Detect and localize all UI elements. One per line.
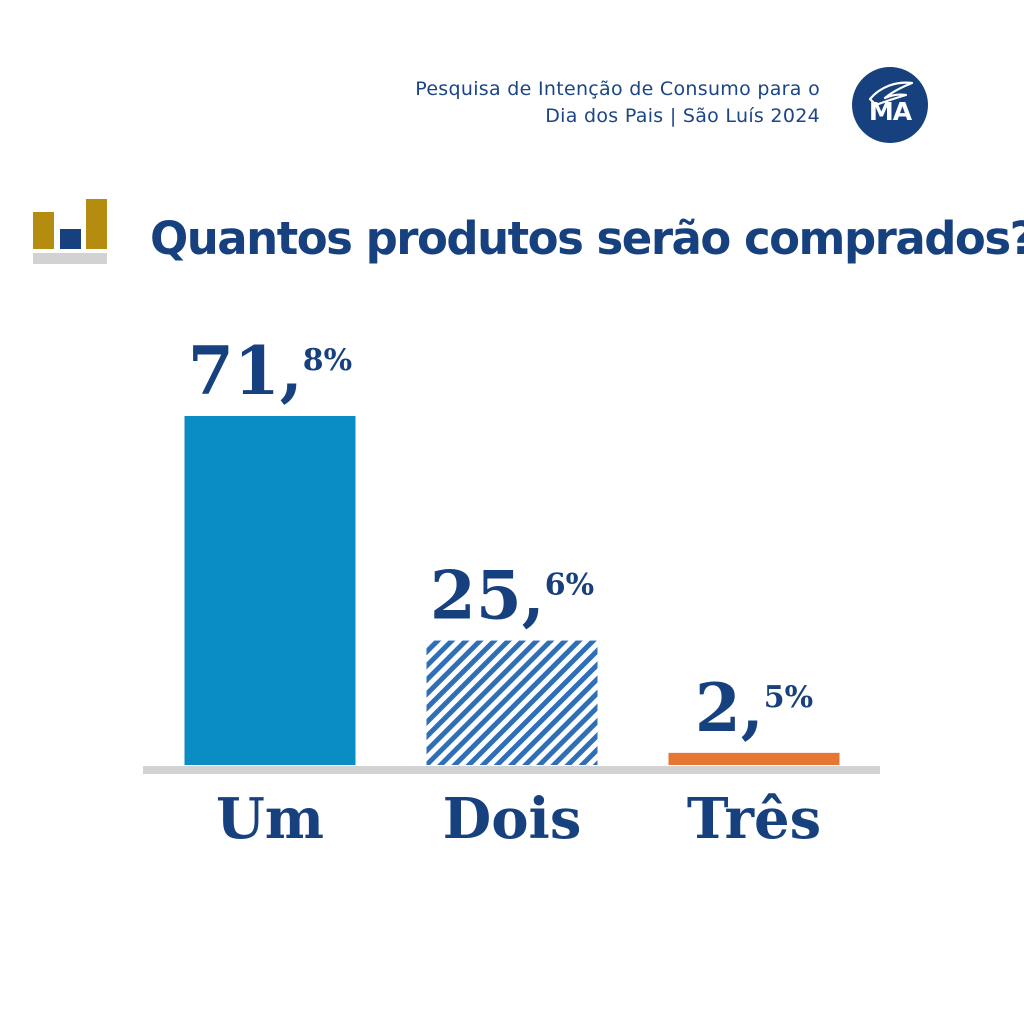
logo-text: MA [868,97,912,126]
category-label-um: Um [216,786,324,852]
bar-chart-icon [33,197,109,272]
value-label-dois: 25,6% [430,557,594,635]
header-line-2: Dia dos Pais | São Luís 2024 [545,105,820,127]
quill-icon [868,81,914,107]
bar-dois [426,640,598,765]
chart-baseline [143,766,880,774]
category-label-três: Três [687,786,821,852]
value-label-um: 71,8% [188,332,352,410]
category-label-dois: Dois [443,786,582,852]
value-label-três: 2,5% [695,669,813,747]
bar-um [184,416,356,765]
header-line-1: Pesquisa de Intenção de Consumo para o [415,78,820,100]
logo: MA [852,67,928,143]
chart-title: Quantos produtos serão comprados? [150,212,1024,265]
bar-três [668,752,840,765]
survey-header: Pesquisa de Intenção de Consumo para o D… [415,76,820,130]
